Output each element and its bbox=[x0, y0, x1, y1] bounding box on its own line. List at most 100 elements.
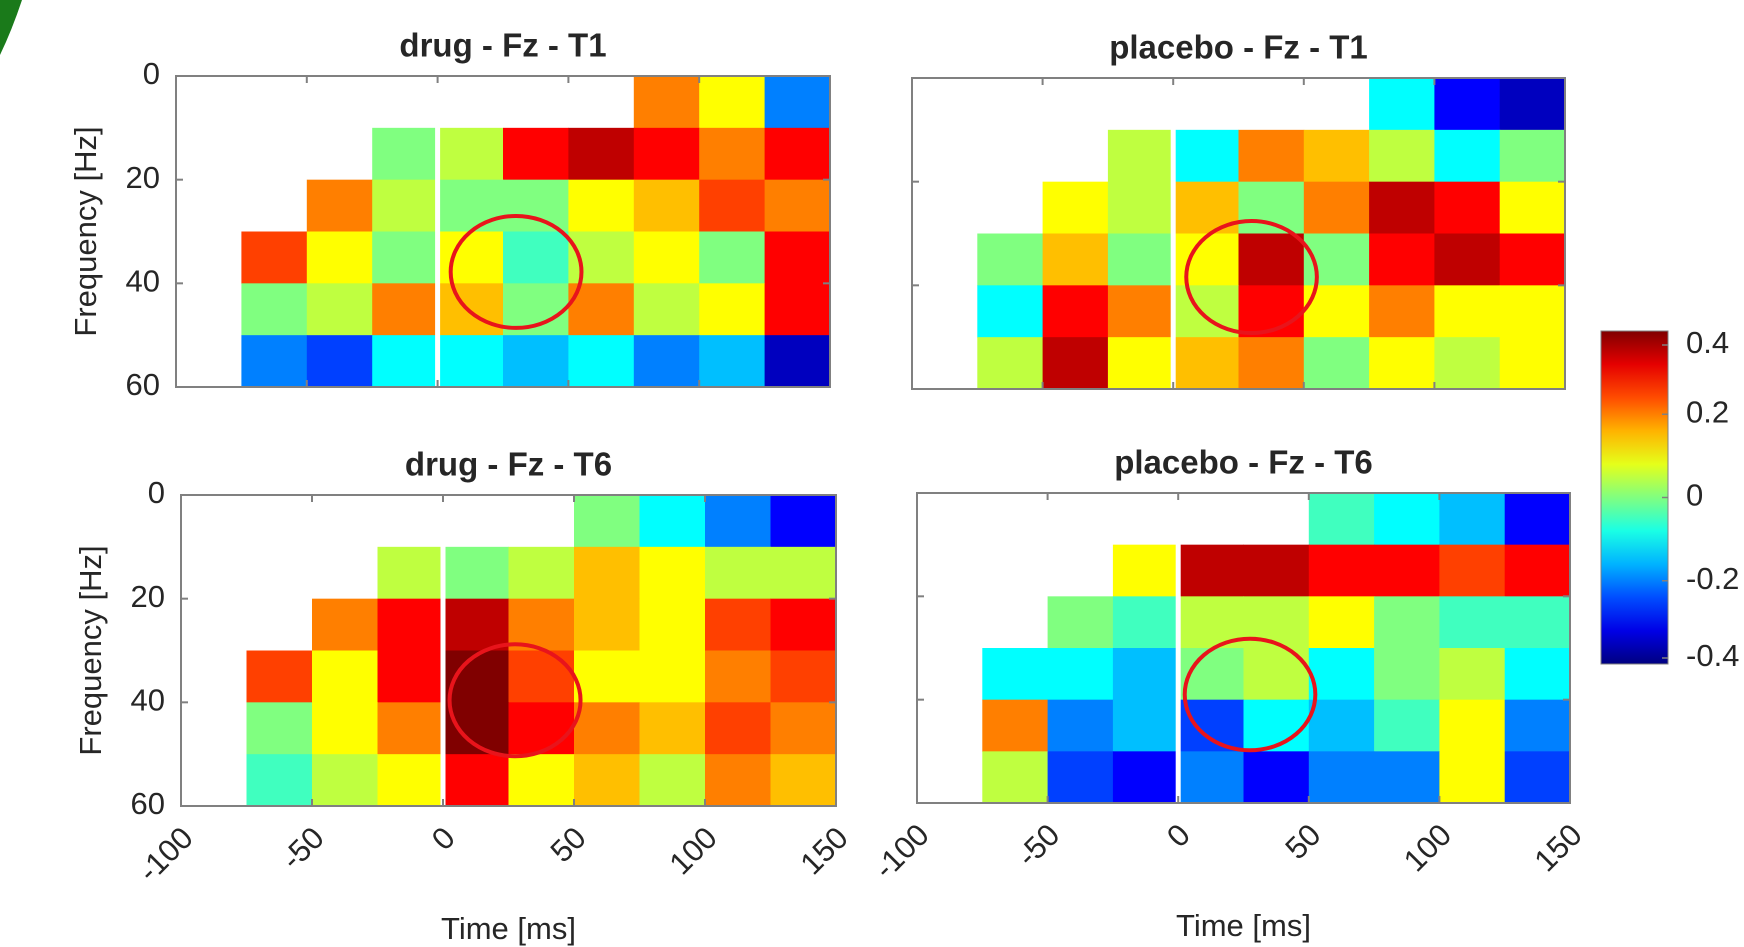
heatmap-cell bbox=[1374, 596, 1440, 649]
heatmap-cell bbox=[770, 754, 837, 807]
heatmap-cell bbox=[1439, 596, 1506, 649]
heatmap-cell bbox=[246, 650, 313, 703]
heatmap-panel: placebo - Fz - T1 bbox=[911, 29, 1566, 390]
heatmap-cell bbox=[1243, 751, 1310, 804]
heatmap-cell bbox=[1308, 699, 1375, 752]
panel-title: placebo - Fz - T1 bbox=[1109, 29, 1368, 66]
heatmap-cell bbox=[508, 702, 575, 755]
heatmap-cell bbox=[306, 179, 373, 232]
heatmap-cell bbox=[1107, 285, 1174, 338]
heatmap-cell bbox=[1047, 699, 1114, 752]
heatmap-cell bbox=[1439, 493, 1506, 546]
heatmap-cell bbox=[633, 127, 700, 181]
heatmap-cell bbox=[699, 76, 766, 129]
x-tick-label: 100 bbox=[1397, 817, 1458, 878]
heatmap-cell bbox=[508, 650, 575, 703]
heatmap-cell bbox=[443, 754, 509, 807]
x-axis-label: Time [ms] bbox=[441, 911, 576, 946]
heatmap-cell bbox=[1303, 337, 1370, 390]
y-tick-label: 60 bbox=[131, 786, 165, 821]
heatmap-cell bbox=[1308, 493, 1375, 546]
heatmap-cell bbox=[574, 546, 640, 600]
x-tick-label: 150 bbox=[1527, 817, 1588, 878]
heatmap-cell bbox=[1504, 544, 1571, 597]
heatmap-cell bbox=[306, 283, 373, 336]
heatmap-cell bbox=[1439, 699, 1506, 752]
heatmap-cell bbox=[372, 179, 439, 232]
heatmap-cell bbox=[372, 231, 439, 284]
x-tick-label: 0 bbox=[1160, 817, 1197, 854]
heatmap-cell bbox=[568, 179, 635, 232]
heatmap-cell bbox=[1303, 181, 1370, 234]
highlight-circle bbox=[1182, 636, 1318, 753]
heatmap-cell bbox=[437, 231, 504, 284]
colorbar-tick-label: 0.4 bbox=[1686, 325, 1729, 360]
heatmap-cell bbox=[443, 598, 509, 651]
heatmap-cell bbox=[1238, 129, 1305, 183]
heatmap-cell bbox=[1238, 233, 1305, 286]
heatmap-cell bbox=[372, 335, 439, 388]
heatmap-cell bbox=[705, 650, 771, 703]
heatmap-cell bbox=[1042, 285, 1109, 338]
heatmap-cell bbox=[1434, 233, 1501, 286]
heatmap-cell bbox=[1042, 233, 1109, 286]
panel-title: drug - Fz - T1 bbox=[399, 27, 606, 64]
y-tick-label: 60 bbox=[126, 367, 160, 402]
heatmap-cell bbox=[377, 546, 444, 600]
heatmap-cell bbox=[639, 754, 706, 807]
y-axis-label: Frequency [Hz] bbox=[68, 126, 103, 336]
heatmap-cell bbox=[982, 699, 1049, 752]
heatmap-cell bbox=[574, 495, 640, 548]
corner-decoration bbox=[0, 0, 22, 55]
y-tick-label: 40 bbox=[126, 264, 160, 299]
y-axis-label: Frequency [Hz] bbox=[73, 545, 108, 755]
x-tick-label: -50 bbox=[274, 820, 330, 876]
axes-frame bbox=[911, 77, 1566, 390]
heatmap-cell bbox=[437, 335, 504, 388]
heatmap-cell bbox=[377, 702, 444, 755]
heatmap-cell bbox=[705, 546, 771, 600]
heatmap-cell bbox=[982, 648, 1049, 701]
heatmap-cell bbox=[312, 754, 378, 807]
heatmap-cell bbox=[1112, 751, 1179, 804]
heatmap-cell bbox=[1308, 544, 1375, 597]
heatmap-cell bbox=[764, 179, 831, 232]
heatmap-cell bbox=[241, 231, 308, 284]
heatmap-cell bbox=[633, 76, 700, 129]
heatmap-cell bbox=[1042, 181, 1109, 234]
heatmap-cell bbox=[1238, 181, 1305, 234]
colorbar bbox=[1600, 330, 1669, 665]
heatmap-cell bbox=[1499, 285, 1566, 338]
heatmap-cell bbox=[377, 650, 444, 703]
heatmap-cell bbox=[1374, 648, 1440, 701]
heatmap-cell bbox=[508, 598, 575, 651]
heatmap-cell bbox=[639, 495, 706, 548]
heatmap-cell bbox=[1434, 285, 1501, 338]
y-tick-label: 40 bbox=[131, 683, 165, 718]
heatmap-cell bbox=[1303, 129, 1370, 183]
heatmap-cell bbox=[503, 179, 569, 232]
heatmap-cell bbox=[705, 754, 771, 807]
heatmap-cell bbox=[1499, 181, 1566, 234]
heatmap-cell bbox=[574, 598, 640, 651]
heatmap-cell bbox=[1439, 751, 1506, 804]
heatmap-cell bbox=[1047, 648, 1114, 701]
heatmap-cell bbox=[1434, 181, 1501, 234]
y-tick-label: 0 bbox=[143, 56, 160, 91]
heatmap-cell bbox=[1308, 596, 1375, 649]
heatmap-cell bbox=[1439, 544, 1506, 597]
highlight-circle bbox=[447, 642, 583, 759]
heatmap-cell bbox=[705, 598, 771, 651]
heatmap-cell bbox=[770, 702, 837, 755]
heatmap-cell bbox=[639, 546, 706, 600]
heatmap-cell bbox=[1504, 596, 1571, 649]
x-tick-label: -50 bbox=[1010, 817, 1066, 873]
heatmap-cell bbox=[1238, 337, 1305, 390]
heatmap-cell bbox=[770, 546, 837, 600]
heatmap-cell bbox=[1243, 544, 1310, 597]
heatmap-cell bbox=[1308, 751, 1375, 804]
heatmap-cell bbox=[503, 231, 569, 284]
heatmap-cell bbox=[508, 546, 575, 600]
heatmap-cell bbox=[639, 650, 706, 703]
heatmap-cell bbox=[377, 598, 444, 651]
